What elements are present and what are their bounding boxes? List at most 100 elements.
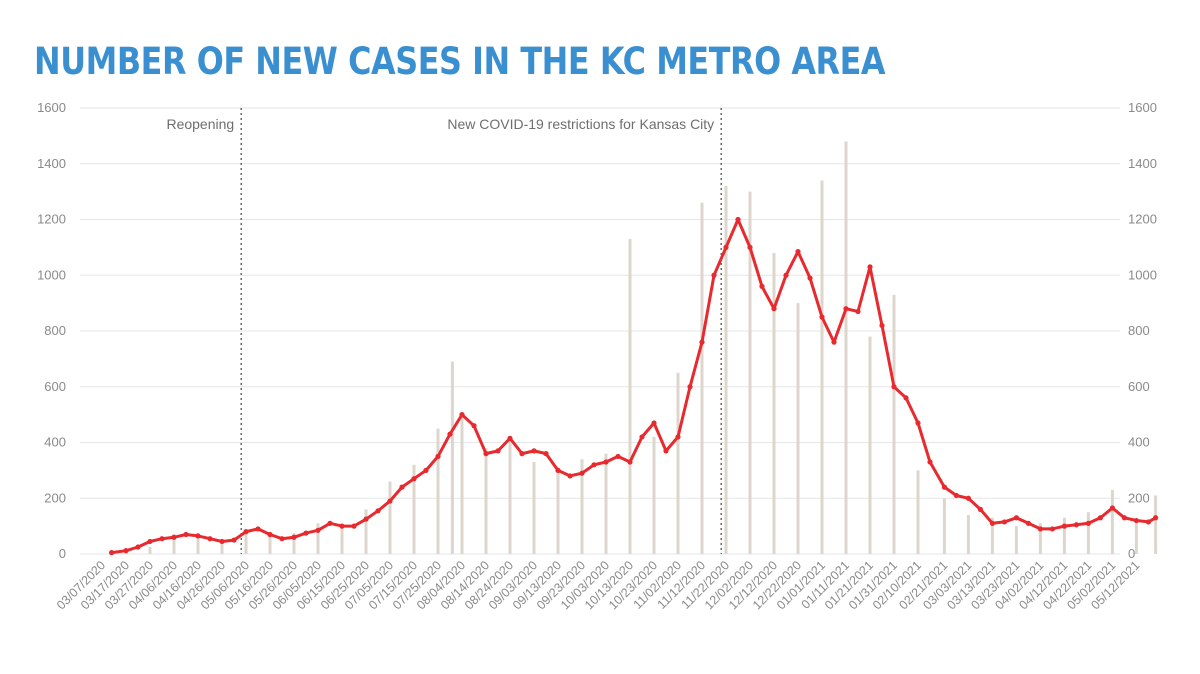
case-bar [580,459,584,554]
case-bar [196,534,200,554]
average-point [387,498,393,504]
average-point [363,516,369,522]
case-bar [676,372,680,554]
average-point [989,520,996,526]
average-point [747,244,753,250]
case-bar [604,453,608,554]
average-point [1121,515,1127,521]
case-bar [868,336,872,554]
case-bar [820,180,824,554]
grid [80,107,1120,555]
average-point [843,306,849,312]
case-bar [1038,523,1042,554]
average-point [639,434,645,440]
average-point [267,531,273,538]
average-point [423,467,429,473]
case-bar [220,541,224,554]
y-tick-label-left: 1400 [37,156,66,171]
average-point [315,527,321,533]
y-tick-label-right: 1200 [1128,212,1157,227]
case-bar [450,361,454,554]
average-point [303,530,309,536]
average-point [279,536,285,542]
case-bar [556,470,560,554]
average-point [795,248,801,255]
case-bar [292,533,296,554]
case-bar [628,239,632,554]
average-point [531,448,537,454]
average-point [1001,519,1008,525]
average-point [1061,523,1067,529]
average-point [459,412,465,418]
average-point [819,314,825,320]
case-bar [772,252,776,554]
annotation-label: Reopening [166,116,234,132]
average-point [903,395,909,401]
average-point [219,538,225,545]
average-point [291,534,297,540]
case-bar [172,534,176,554]
average-point [927,459,933,465]
case-bar [508,436,512,554]
average-point [1097,515,1103,521]
y-tick-label-right: 1000 [1128,267,1157,282]
case-bar [412,464,416,554]
average-point [351,523,357,529]
average-point [435,453,441,460]
average-point [1049,526,1055,532]
case-bar [268,535,272,554]
daily-bars [124,141,1158,555]
average-point [109,550,115,556]
average-point [1073,522,1079,528]
average-point [711,272,717,278]
case-bar [724,186,728,555]
y-tick-label-left: 1200 [37,212,66,227]
average-point [339,523,345,529]
case-bar [340,524,344,554]
average-point [1085,520,1091,526]
average-point [483,451,489,457]
case-bar [892,294,896,554]
y-tick-label-right: 400 [1128,435,1150,450]
average-point [831,339,837,345]
case-bar [844,141,848,554]
y-tick-label-left: 0 [59,546,66,561]
y-tick-label-right: 1400 [1128,156,1157,171]
average-point [471,423,477,429]
case-bar [652,436,656,554]
average-point [855,308,861,315]
average-point [495,448,501,454]
average-point [699,339,705,345]
case-bar [1086,512,1090,554]
average-point [941,484,948,490]
average-point [591,462,597,468]
average-point [447,431,453,437]
average-point [627,459,633,465]
average-point [783,272,789,278]
average-line [109,216,1159,556]
case-bar [124,552,128,554]
case-bar [1134,520,1138,554]
average-point [543,451,549,457]
case-bar [1110,489,1114,554]
average-point [171,534,177,540]
average-point [615,453,621,460]
y-tick-label-left: 200 [44,490,66,505]
average-point [123,548,129,554]
y-tick-label-left: 1600 [37,100,66,115]
average-point [953,492,960,499]
average-line-path [111,218,1157,555]
y-tick-label-right: 600 [1128,379,1150,394]
average-point [231,537,237,543]
average-point [519,451,525,457]
average-point [891,384,897,390]
case-bar [966,514,970,554]
average-point [867,264,873,270]
average-point [255,526,261,532]
average-point [675,434,681,440]
average-point [243,529,249,535]
average-point [1013,515,1020,521]
case-bar [942,498,946,554]
average-point [977,506,984,512]
